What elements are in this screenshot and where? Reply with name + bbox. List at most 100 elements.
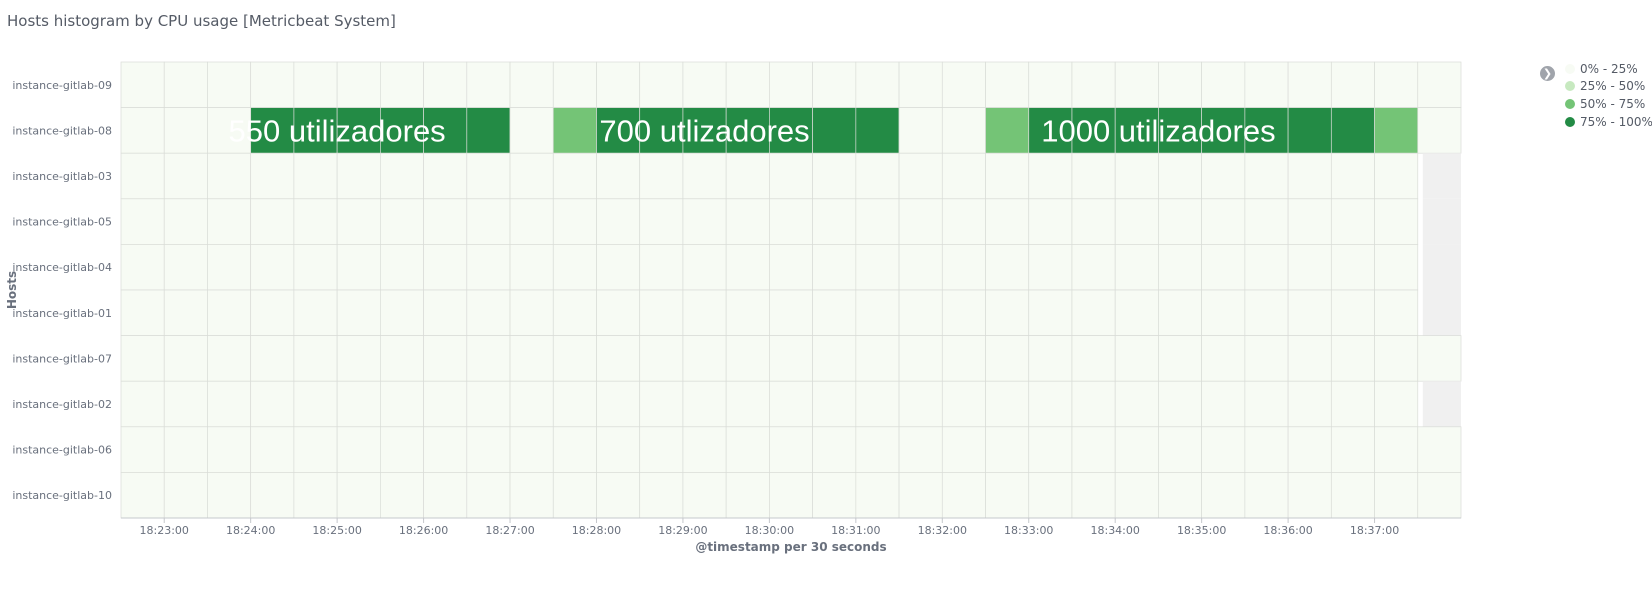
heatmap-cell — [250, 380, 295, 428]
heatmap-cell — [1287, 472, 1332, 519]
heatmap-cell — [336, 61, 381, 108]
heatmap-cell — [682, 61, 727, 108]
heatmap-cell — [1071, 472, 1116, 519]
heatmap-cell — [163, 472, 208, 519]
heatmap-cell — [1158, 244, 1202, 291]
heatmap-cell — [1287, 380, 1332, 428]
heatmap-cell — [941, 289, 986, 336]
heatmap-cell — [1330, 61, 1375, 108]
y-tick-label: instance-gitlab-06 — [12, 444, 112, 457]
heatmap-cell — [596, 107, 641, 154]
heatmap-cell — [1374, 426, 1419, 473]
heatmap-cell — [941, 198, 986, 245]
heatmap-cell — [120, 472, 165, 519]
heatmap-cell — [639, 152, 684, 200]
heatmap-cell — [855, 289, 900, 336]
heatmap-cell — [207, 380, 252, 428]
heatmap-cell — [423, 289, 468, 336]
heatmap-cell — [596, 335, 641, 382]
legend-dot — [1565, 64, 1575, 74]
heatmap-cell — [985, 152, 1030, 200]
heatmap-cell — [250, 61, 295, 108]
heatmap-cell — [552, 426, 597, 473]
heatmap-cell — [769, 289, 813, 336]
heatmap-cell — [293, 244, 338, 291]
heatmap-cell — [1158, 198, 1202, 245]
heatmap-cell — [1114, 198, 1159, 245]
x-tick-label: 18:33:00 — [1004, 524, 1053, 537]
heatmap-cell — [1287, 152, 1332, 200]
heatmap-cell — [1071, 380, 1116, 428]
heatmap-cell — [380, 426, 424, 473]
heatmap-cell — [466, 244, 511, 291]
y-tick-label: instance-gitlab-02 — [12, 398, 112, 411]
heatmap-cell — [639, 380, 684, 428]
heatmap-cell — [552, 107, 597, 154]
heatmap-cell — [163, 289, 208, 336]
heatmap-cell — [1330, 289, 1375, 336]
heatmap-cell — [682, 244, 727, 291]
heatmap-cell — [941, 380, 986, 428]
heatmap-cell — [812, 152, 857, 200]
legend-label: 75% - 100% — [1580, 115, 1652, 129]
legend-label: 0% - 25% — [1580, 62, 1638, 76]
heatmap-cell — [336, 289, 381, 336]
heatmap-cell — [207, 61, 252, 108]
heatmap-cell — [639, 61, 684, 108]
heatmap-cell — [1374, 198, 1419, 245]
heatmap-cell — [1417, 426, 1462, 473]
heatmap-cell — [682, 335, 727, 382]
empty-cell — [1422, 198, 1461, 245]
heatmap-cell — [725, 335, 770, 382]
legend-toggle-icon[interactable]: ❯ — [1540, 66, 1555, 81]
heatmap-cell — [596, 198, 641, 245]
legend-item-75-100[interactable]: 75% - 100% — [1565, 115, 1652, 129]
heatmap-cell — [1028, 107, 1073, 154]
heatmap-cell — [1287, 289, 1332, 336]
heatmap-cell — [855, 472, 900, 519]
heatmap-cell — [639, 289, 684, 336]
heatmap-cell — [1417, 107, 1462, 154]
heatmap-cell — [812, 335, 857, 382]
heatmap-cell — [509, 380, 554, 428]
legend-item-0-25[interactable]: 0% - 25% — [1565, 62, 1638, 76]
legend-label: 25% - 50% — [1580, 79, 1646, 93]
heatmap-cell — [941, 61, 986, 108]
heatmap-cell — [423, 380, 468, 428]
legend-dot — [1565, 81, 1575, 91]
empty-cell — [1422, 381, 1461, 427]
heatmap-cell — [812, 61, 857, 108]
heatmap-cell — [509, 107, 554, 154]
heatmap-cell — [120, 426, 165, 473]
legend-item-50-75[interactable]: 50% - 75% — [1565, 97, 1645, 111]
heatmap-cell — [120, 152, 165, 200]
heatmap-cell — [898, 198, 943, 245]
heatmap-cell — [1374, 152, 1419, 200]
heatmap-cell — [207, 289, 252, 336]
x-tick-label: 18:26:00 — [399, 524, 448, 537]
heatmap-cell — [423, 61, 468, 108]
heatmap-cell — [985, 335, 1030, 382]
y-tick-label: instance-gitlab-10 — [12, 489, 112, 502]
heatmap-cell — [769, 335, 813, 382]
heatmap-cell — [509, 244, 554, 291]
heatmap-cell — [769, 426, 813, 473]
heatmap-cell — [1374, 472, 1419, 519]
legend-item-25-50[interactable]: 25% - 50% — [1565, 79, 1645, 93]
y-axis-title: Hosts — [5, 271, 19, 309]
heatmap-cell — [812, 244, 857, 291]
heatmap-cell — [552, 61, 597, 108]
heatmap-cell — [163, 380, 208, 428]
heatmap-cell — [769, 380, 813, 428]
y-tick-label: instance-gitlab-01 — [12, 307, 112, 320]
heatmap-cell — [725, 244, 770, 291]
heatmap-cell — [120, 198, 165, 245]
heatmap-cell — [1028, 426, 1073, 473]
heatmap-cell — [855, 107, 900, 154]
heatmap-cell — [1244, 289, 1289, 336]
heatmap-cell — [207, 472, 252, 519]
heatmap-cell — [1028, 289, 1073, 336]
heatmap-cell — [855, 61, 900, 108]
heatmap-cell — [855, 244, 900, 291]
heatmap-cell — [682, 426, 727, 473]
